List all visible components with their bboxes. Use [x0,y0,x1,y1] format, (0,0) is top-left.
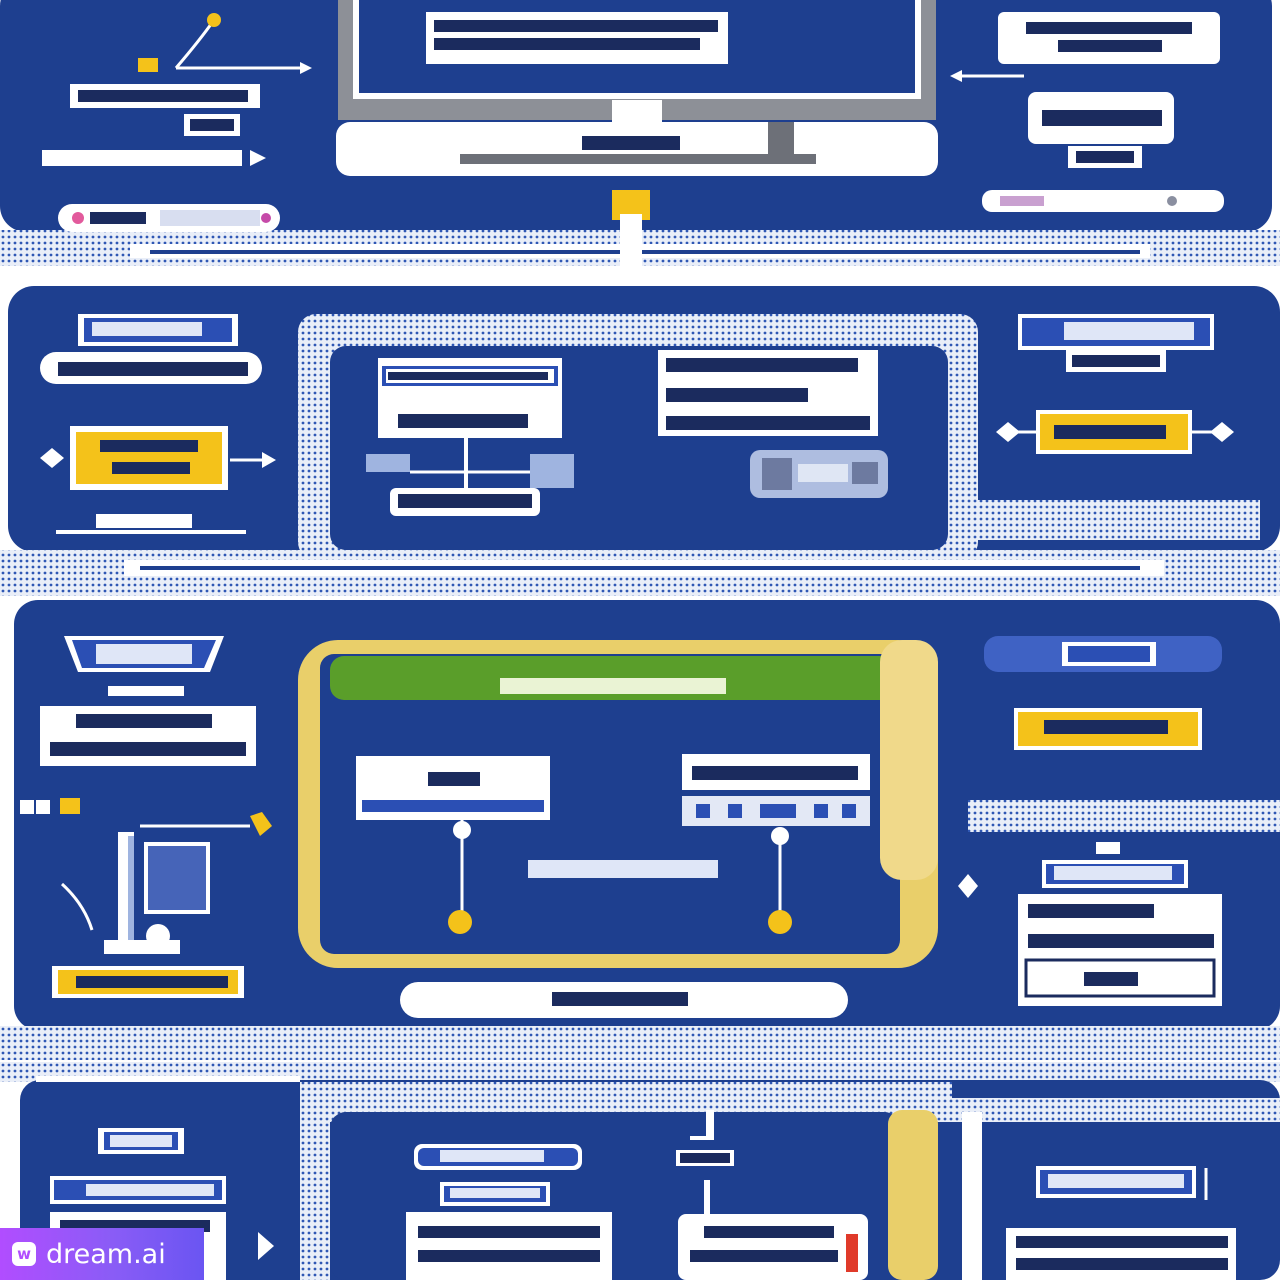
dream-ai-logo-icon: w [12,1242,36,1266]
section-2-left-labels [40,314,276,534]
section-1-right-labels [950,12,1224,212]
section-3-right-labels [958,636,1222,1006]
section-3-left-labels [20,636,272,998]
section-3-center-window [298,640,938,1018]
dream-ai-watermark: w dream.ai [0,1228,204,1280]
watermark-text: dream.ai [46,1238,166,1270]
section-2-center-diagram [366,350,888,516]
section-1-monitor [336,0,938,176]
section-2-right-labels [996,314,1234,454]
section-1-left-labels [42,13,312,232]
